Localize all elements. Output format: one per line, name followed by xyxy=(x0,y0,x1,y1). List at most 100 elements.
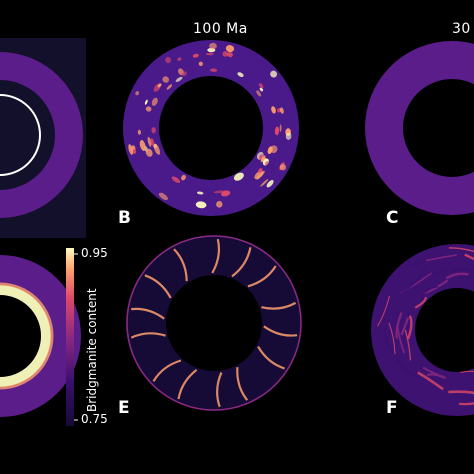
panel-b-blob xyxy=(130,145,136,151)
panel-f-swirl xyxy=(395,312,403,339)
panel-c xyxy=(365,41,474,215)
panel-b-blob xyxy=(157,83,162,88)
panel-f-ring xyxy=(371,244,474,416)
panel-e-plume xyxy=(131,307,165,320)
panel-f-swirl xyxy=(409,255,440,266)
panel-b-blob xyxy=(165,57,172,64)
panel-f xyxy=(371,244,474,416)
panel-b-blob xyxy=(198,61,203,66)
panel-b-blob xyxy=(213,190,225,194)
panel-f-swirl xyxy=(384,327,394,354)
panel-b-features xyxy=(128,42,292,209)
panel-label-c: C xyxy=(386,208,399,228)
panel-f-swirl xyxy=(377,295,391,327)
panel-b-blob xyxy=(266,180,274,188)
panel-b-blob xyxy=(279,164,287,171)
panel-b-blob xyxy=(279,124,282,132)
panel-b-blob xyxy=(258,83,264,89)
panel-f-features xyxy=(377,247,474,406)
panel-e-plume xyxy=(211,238,221,274)
panel-b-blob xyxy=(181,174,186,181)
panel-e-plume xyxy=(144,274,172,299)
panel-b-blob xyxy=(216,201,223,208)
panel-f-swirl xyxy=(425,254,457,262)
panel-b-blob xyxy=(196,191,204,195)
panel-f-swirl xyxy=(426,373,446,380)
panel-b-blob xyxy=(225,45,235,53)
panel-b-blob xyxy=(256,90,262,97)
panel-b-blob xyxy=(151,127,156,134)
panel-b-blob xyxy=(226,52,233,58)
panel-f-swirl xyxy=(422,366,439,376)
panel-f-swirl xyxy=(459,275,474,282)
panel-b-blob xyxy=(259,87,264,92)
colorbar-min-label: 0.75 xyxy=(81,412,108,426)
panel-e xyxy=(126,235,302,411)
panel-e-plume xyxy=(152,359,182,382)
panel-b-blob xyxy=(144,99,148,105)
panel-f-swirl xyxy=(448,390,474,395)
panel-b-blob xyxy=(260,178,269,187)
panel-f-swirl xyxy=(394,358,418,379)
panel-b-blob xyxy=(145,106,152,112)
panel-b-blob xyxy=(279,107,284,114)
panel-b-blob xyxy=(128,144,134,155)
colorbar-title: Bridgmanite content xyxy=(85,288,99,412)
panel-e-plume xyxy=(247,265,277,288)
panel-b-blob xyxy=(137,129,142,135)
panel-f-swirl xyxy=(448,247,474,253)
panel-b-blob xyxy=(209,42,217,50)
panel-b-blob xyxy=(175,76,183,82)
panel-f-swirl xyxy=(420,285,438,300)
panel-e-plume xyxy=(231,247,252,278)
panel-e-plume xyxy=(177,369,198,400)
panel-f-swirl xyxy=(398,266,427,297)
panel-e-plume xyxy=(130,332,166,339)
panel-e-plume xyxy=(257,346,285,370)
panel-d xyxy=(0,255,81,417)
panel-e-plume xyxy=(173,248,188,282)
panel-c-ring xyxy=(365,41,474,215)
panel-e-plume xyxy=(236,367,249,401)
panel-label-b: B xyxy=(118,208,131,228)
panel-e-ring xyxy=(126,235,302,411)
panel-b-blob xyxy=(267,146,273,154)
panel-b-blob xyxy=(195,201,207,209)
panel-b-blob xyxy=(153,143,161,155)
panel-b-blob xyxy=(177,57,182,61)
colorbar-gradient xyxy=(66,248,74,426)
panel-b-blob xyxy=(233,172,244,181)
panel-label-f: F xyxy=(386,398,398,418)
panel-b-blob xyxy=(274,126,280,136)
panel-e-plume xyxy=(216,372,223,408)
panel-b-blob xyxy=(237,72,244,78)
panel-b-blob xyxy=(258,168,263,173)
panel-b-blob xyxy=(270,70,278,78)
panel-f-swirl xyxy=(414,296,428,309)
panel-b xyxy=(123,40,299,216)
panel-b-blob xyxy=(181,71,187,77)
panel-f-swirl xyxy=(417,371,444,391)
panel-b-blob xyxy=(171,176,181,183)
panel-e-outer-edge xyxy=(126,235,302,411)
panel-b-blob xyxy=(210,68,218,72)
column-title-30: 30 xyxy=(452,21,471,37)
panel-e-plume xyxy=(263,325,298,337)
panel-e-plume xyxy=(261,301,297,310)
panel-b-blob xyxy=(158,192,168,201)
panel-b-blob xyxy=(166,84,173,90)
panel-f-swirl xyxy=(459,402,474,406)
panel-d-inner-band xyxy=(0,285,51,387)
panel-f-swirl xyxy=(445,272,469,280)
colorbar-max-label: 0.95 xyxy=(81,246,108,260)
panel-b-blob xyxy=(222,51,228,57)
panel-a-core-outline xyxy=(0,94,41,176)
panel-e-features xyxy=(126,235,302,411)
panel-b-blob xyxy=(192,53,199,58)
panel-b-blob xyxy=(145,148,153,157)
panel-f-swirl xyxy=(460,370,474,374)
panel-b-blob xyxy=(135,91,140,96)
panel-f-swirl xyxy=(406,315,413,340)
panel-b-blob xyxy=(147,136,152,147)
panel-a-ring xyxy=(0,52,83,218)
